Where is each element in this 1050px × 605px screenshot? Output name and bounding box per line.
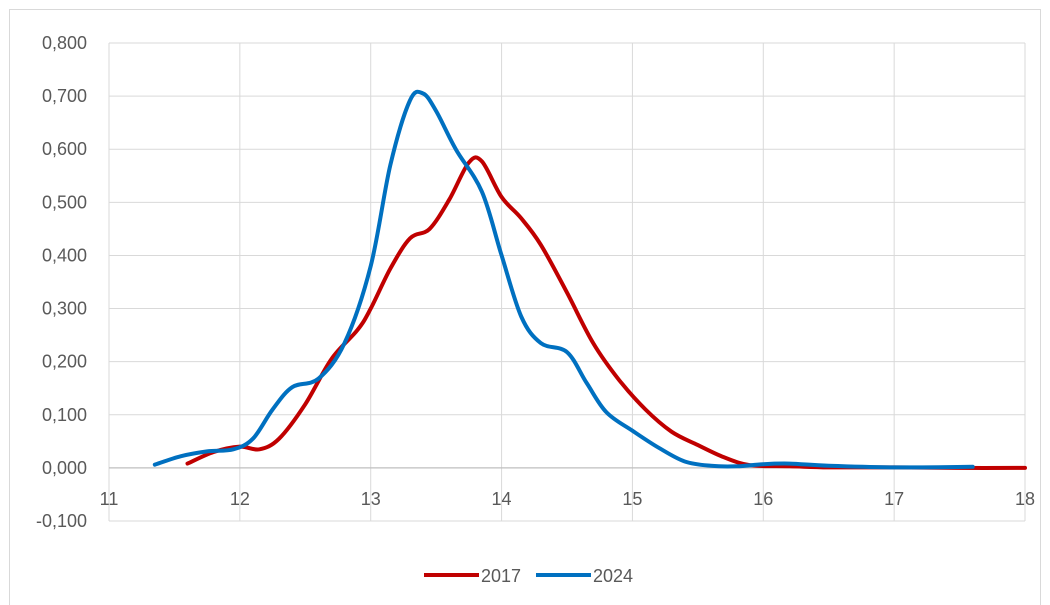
y-tick-label: 0,100: [42, 405, 87, 425]
legend: 2017 2024: [424, 566, 633, 586]
y-tick-label: 0,500: [42, 192, 87, 212]
y-tick-label: 0,400: [42, 245, 87, 265]
x-tick-label: 17: [884, 489, 904, 509]
x-tick-label: 11: [100, 489, 119, 509]
x-tick-label: 15: [622, 489, 642, 509]
y-tick-label: 0,000: [42, 458, 87, 478]
grid: [108, 42, 1026, 522]
x-tick-label: 12: [230, 489, 250, 509]
legend-label-2017: 2017: [481, 566, 521, 586]
y-tick-labels: -0,100 0,000 0,100 0,200 0,300 0,400 0,500 0,60…: [36, 33, 87, 531]
y-tick-label: 0,200: [42, 352, 87, 372]
y-tick-label: 0,600: [42, 139, 87, 159]
y-tick-label: 0,800: [42, 33, 87, 53]
y-tick-label: 0,700: [42, 86, 87, 106]
series-line-2017: [185, 155, 1027, 470]
legend-label-2024: 2024: [593, 566, 633, 586]
y-tick-label: -0,100: [36, 511, 87, 531]
series-lines: [152, 89, 1027, 470]
x-tick-labels: 11 12 13 14 15 16 17 18: [100, 489, 1035, 509]
x-tick-label: 14: [492, 489, 512, 509]
x-tick-label: 13: [361, 489, 381, 509]
x-tick-label: 16: [753, 489, 773, 509]
chart-frame: [9, 9, 1041, 605]
x-tick-label: 18: [1015, 489, 1035, 509]
y-tick-label: 0,300: [42, 299, 87, 319]
series-line-2024: [152, 89, 975, 470]
